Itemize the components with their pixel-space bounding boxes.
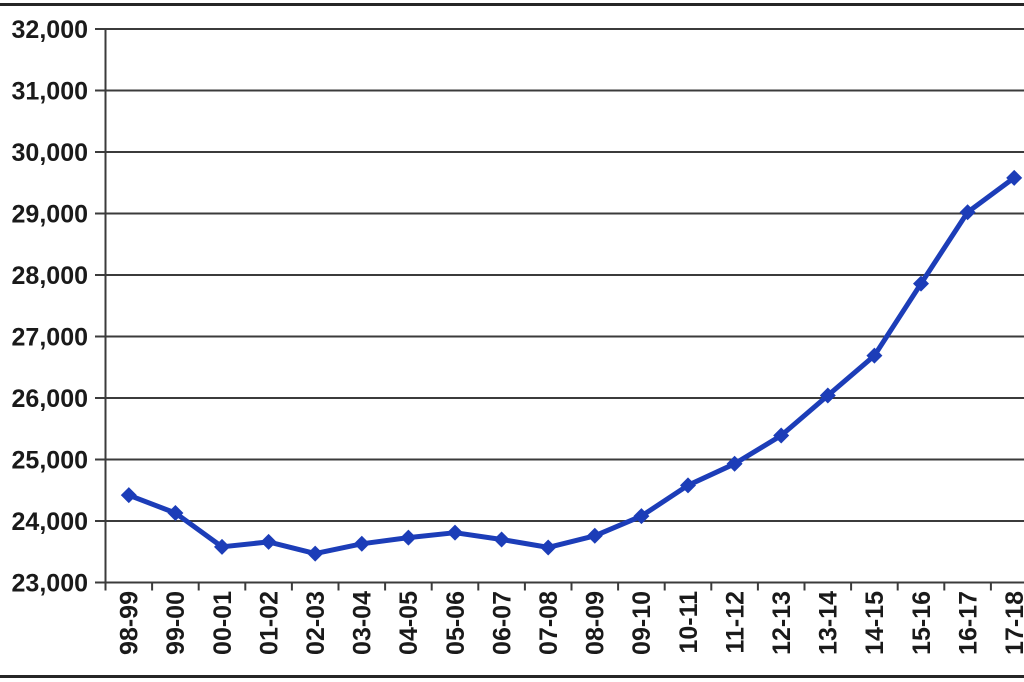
- data-point-marker: [167, 505, 184, 522]
- y-axis-tick-label: 26,000: [12, 385, 88, 413]
- x-axis-tick-label: 16-17: [954, 591, 982, 655]
- x-axis-tick-label: 99-00: [162, 591, 190, 655]
- x-axis-tick-label: 09-10: [628, 591, 656, 655]
- data-point-marker: [447, 524, 463, 541]
- y-axis-tick-label: 28,000: [12, 262, 88, 290]
- data-point-marker: [400, 529, 417, 546]
- x-axis-tick-label: 06-07: [488, 591, 516, 655]
- x-axis-tick-label: 05-06: [442, 591, 470, 655]
- y-axis-tick-label: 23,000: [12, 569, 88, 597]
- x-axis-tick-label: 10-11: [675, 591, 703, 654]
- data-point-marker: [120, 487, 137, 504]
- data-point-marker: [773, 427, 790, 444]
- y-axis-tick-label: 29,000: [12, 200, 88, 228]
- x-axis-tick-label: 11-12: [721, 591, 749, 654]
- x-axis-tick-label: 01-02: [255, 591, 283, 655]
- y-axis-tick-label: 24,000: [12, 508, 88, 536]
- data-point-marker: [214, 538, 230, 555]
- x-axis-tick-label: 00-01: [209, 591, 237, 655]
- x-axis-tick-label: 07-08: [535, 591, 563, 655]
- data-point-marker: [866, 347, 883, 364]
- x-axis-tick-label: 04-05: [395, 591, 423, 655]
- data-point-marker: [493, 531, 510, 548]
- y-axis-tick-label: 31,000: [12, 77, 88, 105]
- x-axis-tick-label: 98-99: [116, 591, 144, 655]
- data-point-marker: [260, 533, 277, 550]
- x-axis-tick-label: 13-14: [815, 591, 843, 655]
- y-axis-tick-label: 25,000: [12, 446, 88, 474]
- data-point-marker: [1006, 169, 1023, 186]
- x-axis-tick-label: 17-18: [1001, 591, 1024, 655]
- x-axis-tick-label: 03-04: [349, 591, 377, 655]
- data-point-marker: [726, 455, 743, 472]
- x-axis-tick-label: 08-09: [582, 591, 610, 655]
- series-line: [126, 175, 1017, 557]
- data-point-marker: [633, 508, 650, 525]
- data-point-marker: [913, 275, 929, 292]
- x-axis-tick-label: 12-13: [768, 591, 796, 655]
- data-point-marker: [353, 535, 370, 552]
- data-point-marker: [680, 477, 696, 494]
- y-axis-tick-label: 30,000: [12, 139, 88, 167]
- data-point-marker: [819, 387, 836, 404]
- x-axis-tick-label: 15-16: [908, 591, 936, 655]
- x-axis-tick-label: 02-03: [302, 591, 330, 655]
- data-point-marker: [959, 204, 976, 221]
- data-point-marker: [307, 545, 324, 562]
- data-point-marker: [586, 527, 603, 544]
- x-axis-tick-label: 14-15: [861, 591, 889, 655]
- data-point-marker: [540, 539, 557, 556]
- y-axis-tick-label: 27,000: [12, 323, 88, 351]
- y-axis-tick-label: 32,000: [12, 16, 88, 44]
